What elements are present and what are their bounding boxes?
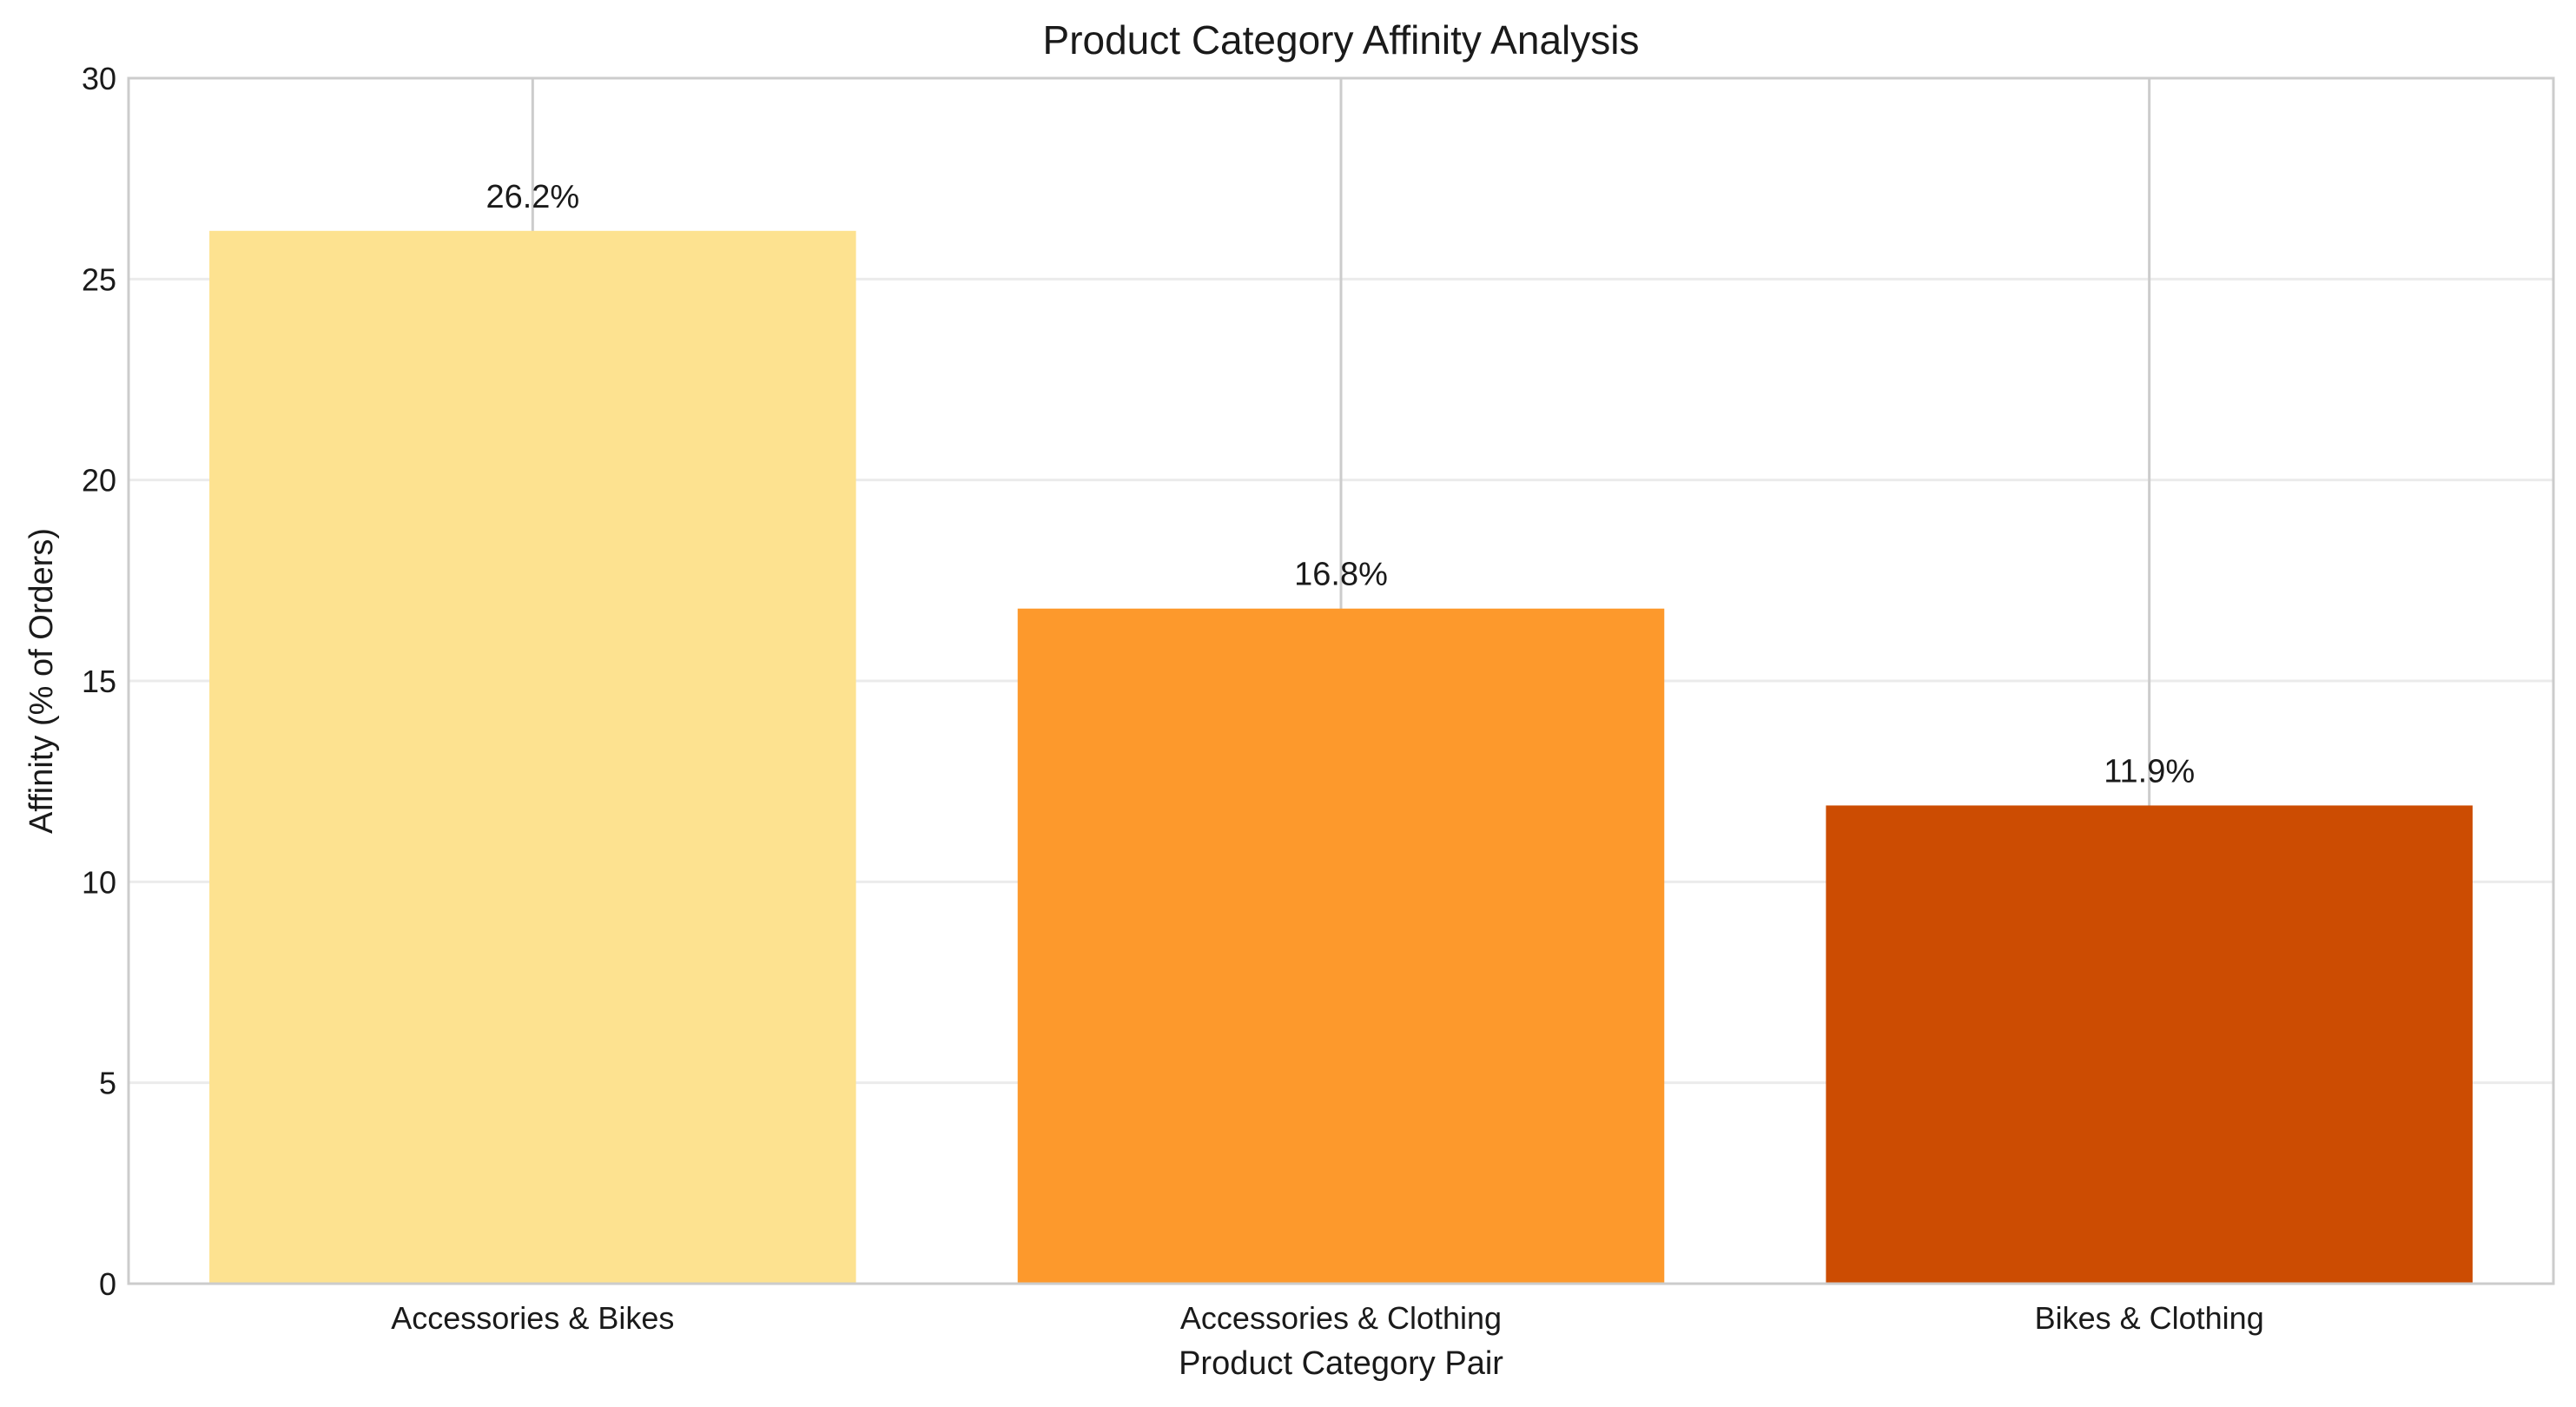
y-axis-label: Affinity (% of Orders) [23,528,60,834]
y-tick-label: 30 [82,61,116,96]
bar-value-label: 11.9% [2104,753,2195,789]
y-tick-label: 5 [99,1066,116,1101]
y-tick-label: 10 [82,864,116,900]
tick-labels: 0 5 10 15 20 25 30 Accessories & Bikes Accessori… [82,61,2264,1336]
y-tick-label: 0 [99,1266,116,1302]
bar-value-label: 26.2% [485,179,579,215]
bar-value-label: 16.8% [1294,557,1388,593]
x-tick-label: Accessories & Clothing [1180,1300,1502,1336]
y-tick-label: 15 [82,664,116,699]
y-tick-label: 25 [82,261,116,297]
x-tick-label: Bikes & Clothing [2035,1300,2264,1336]
chart-title: Product Category Affinity Analysis [1043,17,1640,63]
bars [209,230,2473,1284]
x-tick-label: Accessories & Bikes [391,1300,674,1336]
bar [1017,608,1665,1284]
plot-frame [127,76,2555,1285]
value-labels: 26.2% 16.8% 11.9% [485,179,2195,790]
bar [1826,805,2473,1284]
bar [209,230,856,1284]
y-tick-label: 20 [82,463,116,499]
x-axis-label: Product Category Pair [1179,1345,1503,1382]
